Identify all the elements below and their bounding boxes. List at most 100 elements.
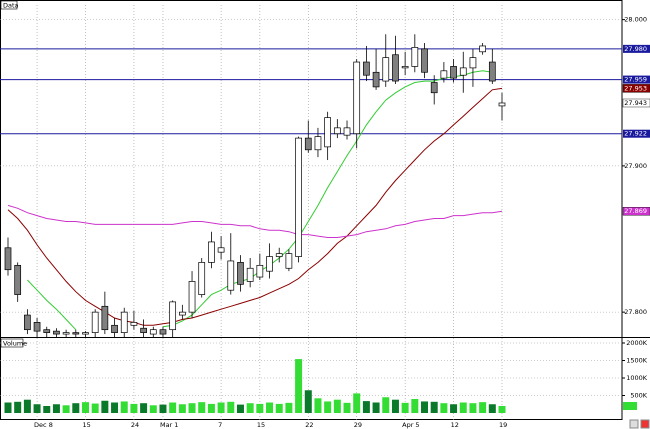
- volume-bar: [246, 403, 254, 414]
- close-button[interactable]: [640, 419, 650, 429]
- volume-bar: [440, 403, 448, 414]
- candle-body: [498, 102, 506, 107]
- x-tick-label: 22: [305, 421, 313, 429]
- y-tick-label: 28.000: [624, 16, 647, 24]
- level-label: 27.959: [624, 76, 647, 84]
- volume-bar: [343, 402, 351, 414]
- candle-body: [411, 47, 419, 67]
- y-tick-label: 1000K: [626, 374, 648, 382]
- volume-bar: [188, 403, 196, 414]
- last-value-box: [622, 84, 650, 93]
- candle-body: [246, 267, 254, 282]
- candle-body: [256, 264, 264, 278]
- candle-body: [237, 262, 244, 285]
- volume-bar: [430, 401, 438, 414]
- candle-body: [275, 253, 283, 257]
- last-value-box: [622, 207, 650, 216]
- volume-bar: [362, 401, 370, 414]
- x-tick-label: 24: [131, 421, 139, 429]
- candle-body: [324, 117, 331, 148]
- volume-bar: [62, 405, 70, 414]
- x-tick-label: 12: [451, 421, 459, 429]
- candle-body: [382, 57, 390, 82]
- candle-body: [91, 311, 99, 333]
- candle-body: [353, 61, 361, 135]
- volume-bar: [411, 399, 419, 414]
- candle-body: [343, 127, 351, 136]
- y-tick-label: 2000K: [626, 339, 648, 347]
- volume-bar: [198, 402, 206, 414]
- candle-body: [285, 253, 293, 269]
- last-value-box: [622, 98, 650, 108]
- candle-body: [363, 61, 370, 76]
- candle-body: [401, 66, 409, 69]
- candle-body: [295, 137, 302, 257]
- candle-body: [304, 137, 312, 151]
- volume-bar: [111, 402, 119, 414]
- candle-body: [72, 332, 80, 335]
- candle-body: [53, 330, 60, 335]
- candle-body: [130, 322, 138, 326]
- candle-body: [188, 281, 196, 313]
- moving-average-line: [7, 87, 503, 326]
- x-tick-label: 19: [499, 421, 507, 429]
- candle-body: [488, 61, 496, 82]
- candle-body: [43, 329, 51, 333]
- candle-body: [479, 45, 486, 53]
- volume-bar: [479, 402, 487, 414]
- plot-frame: [0, 0, 623, 420]
- x-tick-label: 15: [82, 421, 90, 429]
- candle-body: [469, 57, 477, 69]
- candle-body: [140, 327, 147, 333]
- y-tick-label: 27.900: [624, 162, 647, 170]
- volume-bar: [140, 403, 148, 414]
- level-label-box: [623, 75, 650, 84]
- candle-body: [82, 332, 89, 335]
- y-tick-label: 27.800: [624, 308, 647, 316]
- volume-bar: [43, 406, 51, 414]
- volume-bar: [101, 400, 109, 414]
- candle-body: [169, 301, 177, 331]
- x-tick-label: Dec 8: [34, 421, 53, 429]
- last-value-label: 27.953: [624, 84, 647, 92]
- volume-bar: [14, 401, 22, 414]
- volume-bar: [159, 404, 167, 414]
- candle-body: [120, 311, 128, 333]
- volume-bar: [72, 403, 80, 414]
- candle-body: [101, 305, 109, 331]
- level-label-box: [623, 129, 650, 138]
- volume-bar: [91, 403, 99, 414]
- volume-bar: [81, 402, 89, 414]
- volume-bar: [353, 393, 361, 414]
- last-value-label: 27.869: [624, 207, 647, 215]
- last-volume-box: [623, 402, 637, 411]
- candle-body: [372, 71, 380, 88]
- volume-bar: [498, 406, 506, 414]
- candle-body: [430, 82, 438, 94]
- level-label: 27.980: [624, 45, 647, 53]
- volume-bar: [391, 399, 399, 414]
- candle-body: [149, 329, 157, 335]
- candle-body: [24, 314, 31, 331]
- scroll-button[interactable]: [629, 419, 639, 429]
- candle-body: [450, 66, 457, 79]
- volume-bar: [23, 399, 31, 414]
- volume-bar: [227, 401, 235, 414]
- volume-bar: [314, 398, 322, 414]
- moving-average-line: [7, 204, 503, 238]
- volume-bar: [304, 390, 312, 414]
- volume-bar: [149, 405, 157, 414]
- volume-bar: [178, 404, 186, 414]
- volume-bar: [488, 404, 496, 414]
- candle-body: [198, 262, 206, 295]
- volume-bar: [450, 404, 458, 414]
- volume-bar: [52, 404, 60, 414]
- volume-bar: [469, 403, 477, 414]
- candle-body: [179, 311, 186, 316]
- volume-bar: [256, 403, 264, 414]
- candle-body: [111, 324, 118, 333]
- last-value-label: 27.943: [624, 99, 647, 107]
- title-box: [0, 0, 18, 10]
- volume-bar: [401, 402, 409, 414]
